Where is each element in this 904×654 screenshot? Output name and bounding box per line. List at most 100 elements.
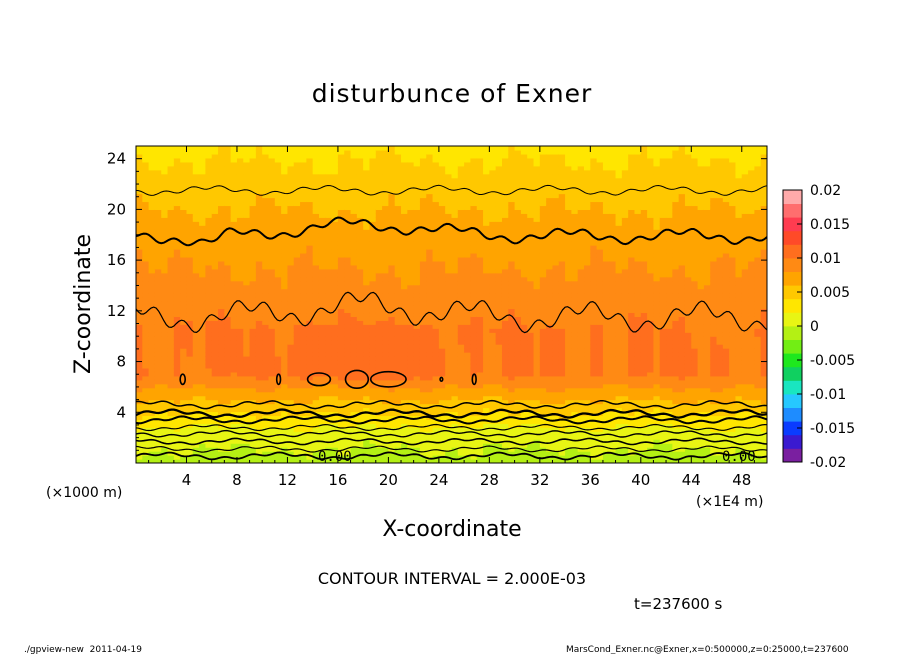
contour-cell [199,193,207,199]
contour-cell [401,324,408,329]
contour-cell [142,213,150,218]
contour-cell [407,213,415,218]
contour-cell [432,177,440,183]
contour-cell [142,308,150,314]
contour-cell [287,371,295,377]
contour-cell [312,193,320,199]
contour-cell [501,280,509,286]
contour-cell [419,205,427,210]
contour-cell [344,363,352,369]
contour-cell [274,181,282,187]
contour-cell [382,443,389,448]
contour-cell [186,217,194,222]
contour-cell [312,181,320,187]
contour-cell [350,249,358,254]
contour-cell [180,280,188,286]
contour-cell [495,256,503,262]
contour-cell [218,375,225,381]
contour-cell [274,328,282,333]
contour-cell [388,459,396,463]
contour-cell [401,387,408,393]
contour-cell [300,399,307,405]
contour-cell [300,383,307,389]
contour-cell [148,161,156,167]
chart-title: disturbunce of Exner [312,79,593,108]
contour-cell [432,197,440,203]
contour-cell [281,213,289,218]
contour-cell [432,153,440,159]
contour-cell [331,296,339,302]
contour-cell [243,169,251,175]
contour-cell [419,157,427,163]
contour-cell [457,241,465,246]
contour-cell [331,427,339,432]
contour-cell [520,185,528,191]
contour-cell [419,324,427,329]
contour-cell [230,256,238,262]
contour-cell [501,268,509,274]
contour-cell [508,427,516,432]
contour-cell [186,245,194,250]
contour-cell [432,201,440,207]
contour-cell [192,217,200,222]
contour-cell [407,344,415,349]
contour-cell [262,363,270,369]
contour-cell [413,399,421,405]
contour-cell [520,356,528,361]
contour-cell [464,296,472,302]
contour-cell [375,260,383,266]
contour-cell [445,439,453,444]
contour-cell [167,431,175,436]
contour-cell [262,217,270,222]
contour-cell [438,280,446,286]
contour-cell [495,312,503,317]
contour-cell [300,201,307,207]
contour-cell [287,260,295,266]
contour-cell [520,375,528,381]
contour-cell [255,157,263,163]
contour-cell [464,288,472,294]
contour-cell [369,383,377,389]
contour-cell [262,352,270,357]
contour-cell [224,280,232,286]
contour-cell [451,304,459,310]
contour-cell [205,165,213,171]
contour-cell [173,153,181,159]
contour-cell [520,316,528,321]
contour-cell [243,260,251,266]
contour-cell [180,459,188,463]
contour-cell [211,419,219,424]
contour-cell [489,264,497,270]
contour-cell [438,407,446,413]
contour-cell [325,272,333,278]
contour-cell [167,383,175,389]
contour-cell [173,443,181,448]
contour-cell [501,169,509,175]
contour-cell [318,149,326,155]
contour-cell [148,157,156,163]
contour-cell [154,252,162,258]
contour-cell [350,268,358,274]
contour-cell [142,209,150,214]
contour-cell [369,407,377,413]
contour-cell [520,272,528,278]
contour-cell [413,300,421,306]
contour-cell [199,264,207,270]
contour-cell [401,455,408,460]
contour-cell [337,264,345,270]
contour-cell [483,383,490,389]
contour-cell [483,217,490,222]
contour-cell [369,264,377,270]
contour-cell [293,276,301,282]
contour-cell [218,146,225,151]
contour-cell [274,411,282,417]
contour-cell [401,165,408,171]
contour-cell [426,459,434,463]
contour-cell [287,296,295,302]
contour-cell [426,237,434,242]
contour-cell [350,173,358,179]
contour-cell [470,185,478,191]
contour-cell [464,233,472,238]
contour-cell [331,146,339,151]
contour-cell [388,348,396,353]
